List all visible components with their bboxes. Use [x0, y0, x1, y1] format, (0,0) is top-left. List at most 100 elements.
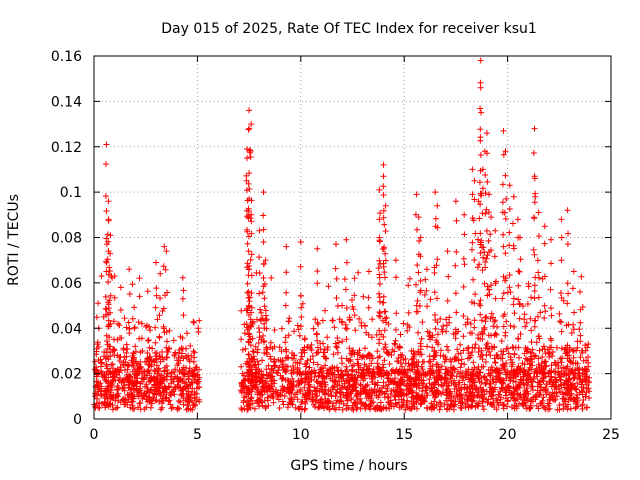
data-point — [244, 155, 250, 162]
data-point — [375, 371, 382, 378]
data-point — [147, 377, 154, 384]
data-point — [476, 261, 483, 268]
data-point — [427, 367, 434, 374]
data-point — [302, 370, 309, 377]
data-point — [297, 323, 304, 330]
data-point — [523, 319, 530, 326]
data-point — [135, 361, 142, 368]
data-point — [489, 401, 496, 408]
data-point — [337, 388, 344, 395]
data-point — [238, 307, 245, 314]
data-point — [328, 393, 335, 400]
data-point — [136, 275, 143, 282]
data-point — [484, 399, 491, 406]
data-point — [108, 361, 115, 368]
data-point — [244, 280, 251, 287]
data-point — [366, 351, 372, 358]
data-point — [310, 359, 317, 366]
data-point — [474, 264, 481, 271]
data-point — [245, 272, 252, 279]
data-point — [318, 368, 325, 375]
data-point — [397, 344, 403, 351]
data-point — [283, 243, 290, 250]
data-point — [478, 379, 485, 386]
data-point — [492, 330, 499, 337]
data-point — [436, 406, 443, 413]
data-point — [525, 375, 532, 382]
data-point — [501, 209, 508, 216]
data-point — [114, 404, 121, 411]
data-point — [186, 358, 193, 365]
data-point — [364, 366, 371, 373]
data-point — [238, 336, 245, 343]
data-point — [548, 260, 554, 267]
data-point — [570, 360, 576, 367]
data-point — [404, 373, 411, 380]
data-point — [471, 317, 478, 324]
data-point — [334, 349, 341, 356]
data-point — [493, 406, 500, 413]
data-point — [152, 339, 159, 346]
data-point — [246, 398, 253, 405]
data-point — [377, 210, 383, 217]
data-point — [437, 315, 444, 322]
data-point — [298, 399, 305, 406]
data-point — [263, 316, 270, 323]
data-point — [154, 316, 161, 323]
data-point — [247, 316, 254, 323]
data-point — [283, 289, 290, 296]
data-point — [245, 248, 252, 255]
data-point — [346, 392, 353, 399]
data-point — [245, 331, 252, 338]
data-point — [535, 313, 541, 320]
data-point — [511, 388, 518, 395]
data-point — [355, 360, 362, 367]
data-point — [558, 319, 565, 326]
data-point — [136, 400, 143, 407]
data-point — [357, 382, 364, 389]
data-point — [107, 349, 113, 356]
data-point — [558, 359, 565, 366]
data-point — [312, 388, 319, 395]
data-point — [156, 312, 163, 319]
data-point — [535, 294, 542, 301]
data-point — [254, 358, 261, 365]
data-point — [160, 305, 167, 312]
data-point — [500, 151, 507, 158]
data-point — [464, 386, 471, 393]
data-point — [341, 276, 348, 283]
data-point — [392, 368, 399, 375]
data-point — [314, 350, 320, 356]
data-point — [246, 312, 252, 318]
data-point — [105, 374, 112, 381]
data-point — [517, 234, 523, 241]
data-point — [415, 369, 422, 376]
data-point — [101, 349, 108, 355]
data-point — [573, 386, 580, 393]
data-point — [525, 280, 532, 287]
data-point — [431, 398, 438, 405]
data-point — [507, 377, 514, 384]
data-point — [548, 362, 555, 369]
data-point — [478, 237, 485, 244]
data-point — [541, 240, 548, 247]
data-point — [464, 401, 471, 408]
data-point — [440, 352, 447, 359]
data-point — [542, 363, 549, 370]
data-point — [163, 329, 170, 335]
data-point — [380, 214, 387, 221]
data-point — [458, 360, 465, 367]
data-point — [482, 210, 489, 217]
data-point — [105, 317, 112, 324]
data-point — [380, 334, 387, 340]
data-point — [535, 269, 542, 276]
data-point — [506, 182, 513, 189]
data-point — [492, 227, 499, 234]
data-point — [179, 335, 186, 341]
data-point — [196, 396, 203, 403]
data-point — [175, 378, 182, 385]
data-point — [362, 322, 368, 329]
data-point — [104, 383, 111, 390]
data-point — [577, 319, 584, 326]
data-point — [576, 365, 583, 372]
